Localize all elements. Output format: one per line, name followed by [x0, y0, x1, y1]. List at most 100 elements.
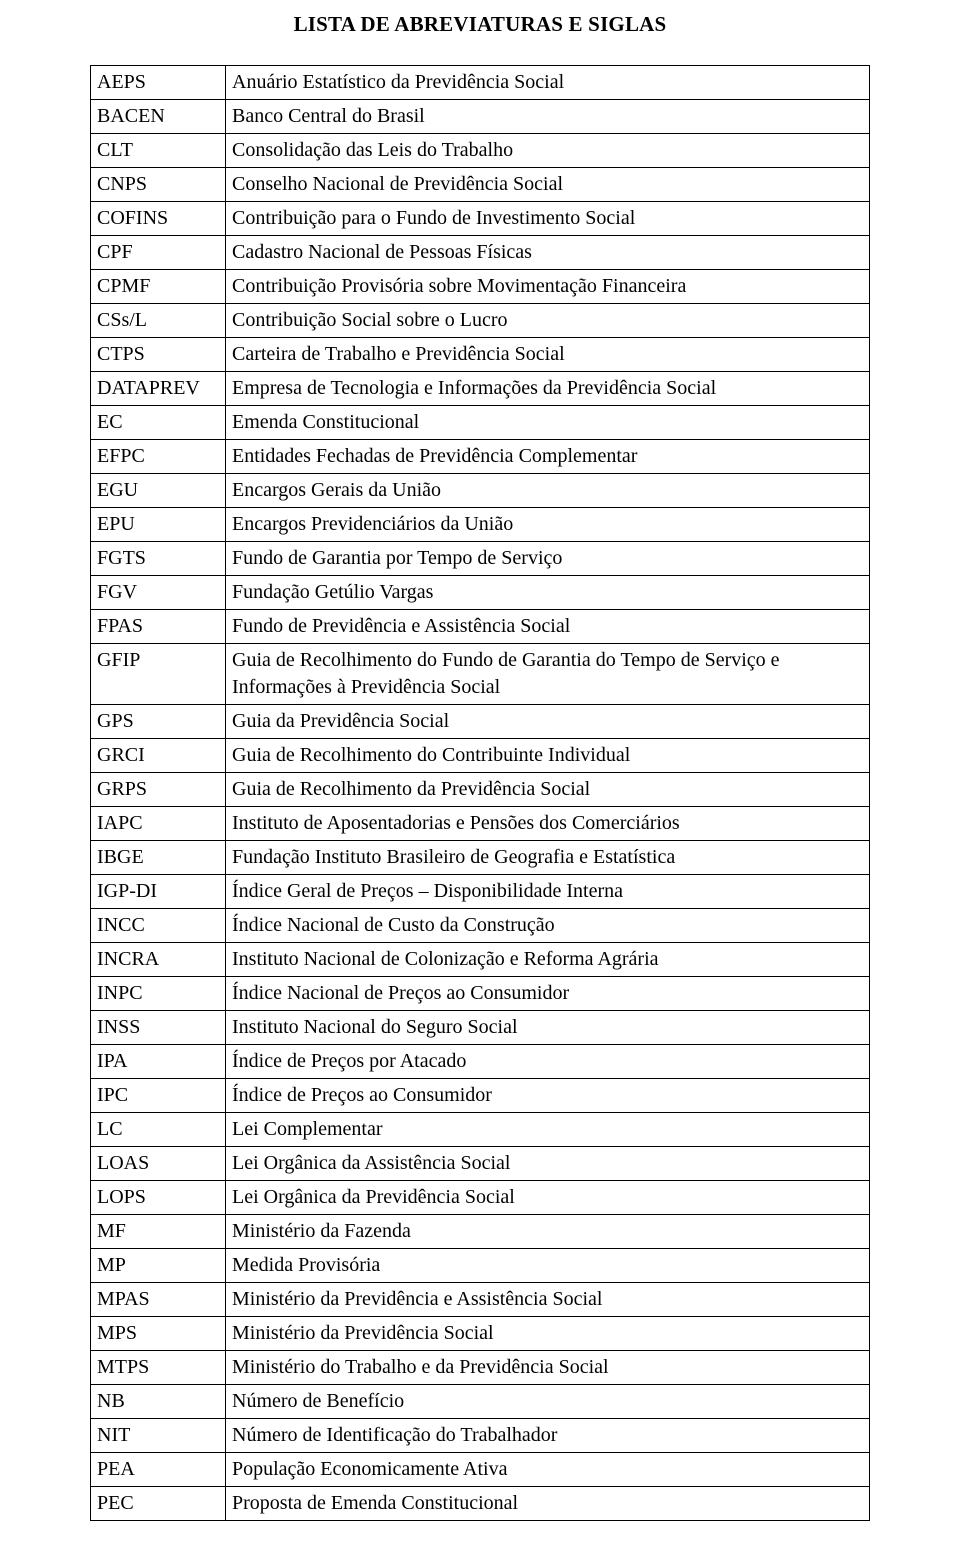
abbr-cell: GRCI	[91, 739, 226, 773]
abbr-cell: CSs/L	[91, 304, 226, 338]
desc-cell: Guia de Recolhimento do Fundo de Garanti…	[226, 644, 870, 705]
desc-cell: Contribuição para o Fundo de Investiment…	[226, 202, 870, 236]
desc-cell: Consolidação das Leis do Trabalho	[226, 134, 870, 168]
abbr-cell: CLT	[91, 134, 226, 168]
desc-cell: Medida Provisória	[226, 1249, 870, 1283]
table-row: CTPSCarteira de Trabalho e Previdência S…	[91, 338, 870, 372]
desc-cell: Instituto de Aposentadorias e Pensões do…	[226, 807, 870, 841]
abbr-cell: EC	[91, 406, 226, 440]
table-row: MPMedida Provisória	[91, 1249, 870, 1283]
table-row: IPAÍndice de Preços por Atacado	[91, 1045, 870, 1079]
abbr-cell: EPU	[91, 508, 226, 542]
desc-cell: Entidades Fechadas de Previdência Comple…	[226, 440, 870, 474]
table-row: MPSMinistério da Previdência Social	[91, 1317, 870, 1351]
table-row: NBNúmero de Benefício	[91, 1385, 870, 1419]
table-row: PEAPopulação Economicamente Ativa	[91, 1453, 870, 1487]
table-row: LCLei Complementar	[91, 1113, 870, 1147]
table-row: DATAPREVEmpresa de Tecnologia e Informaç…	[91, 372, 870, 406]
desc-cell: Instituto Nacional de Colonização e Refo…	[226, 943, 870, 977]
table-row: INCRAInstituto Nacional de Colonização e…	[91, 943, 870, 977]
abbr-cell: NB	[91, 1385, 226, 1419]
table-row: FPASFundo de Previdência e Assistência S…	[91, 610, 870, 644]
desc-cell: Fundação Getúlio Vargas	[226, 576, 870, 610]
table-row: LOPSLei Orgânica da Previdência Social	[91, 1181, 870, 1215]
abbr-cell: IPC	[91, 1079, 226, 1113]
desc-cell: Índice de Preços ao Consumidor	[226, 1079, 870, 1113]
table-row: FGVFundação Getúlio Vargas	[91, 576, 870, 610]
desc-cell: Fundo de Previdência e Assistência Socia…	[226, 610, 870, 644]
desc-cell: Índice Nacional de Custo da Construção	[226, 909, 870, 943]
desc-cell: Ministério da Fazenda	[226, 1215, 870, 1249]
table-row: COFINSContribuição para o Fundo de Inves…	[91, 202, 870, 236]
desc-cell: Número de Benefício	[226, 1385, 870, 1419]
table-row: GRCIGuia de Recolhimento do Contribuinte…	[91, 739, 870, 773]
abbr-cell: CPMF	[91, 270, 226, 304]
desc-cell: Guia da Previdência Social	[226, 705, 870, 739]
desc-cell: Emenda Constitucional	[226, 406, 870, 440]
abbr-cell: BACEN	[91, 100, 226, 134]
desc-cell: Índice Geral de Preços – Disponibilidade…	[226, 875, 870, 909]
abbr-cell: GPS	[91, 705, 226, 739]
desc-cell: Lei Orgânica da Previdência Social	[226, 1181, 870, 1215]
table-row: AEPSAnuário Estatístico da Previdência S…	[91, 66, 870, 100]
abbr-cell: LC	[91, 1113, 226, 1147]
abbr-cell: IAPC	[91, 807, 226, 841]
desc-cell: Contribuição Provisória sobre Movimentaç…	[226, 270, 870, 304]
desc-cell: Ministério do Trabalho e da Previdência …	[226, 1351, 870, 1385]
desc-cell: Cadastro Nacional de Pessoas Físicas	[226, 236, 870, 270]
abbr-cell: IBGE	[91, 841, 226, 875]
table-row: EFPCEntidades Fechadas de Previdência Co…	[91, 440, 870, 474]
table-row: INSSInstituto Nacional do Seguro Social	[91, 1011, 870, 1045]
desc-cell: Lei Orgânica da Assistência Social	[226, 1147, 870, 1181]
abbr-cell: DATAPREV	[91, 372, 226, 406]
abbr-cell: MPAS	[91, 1283, 226, 1317]
table-row: MTPSMinistério do Trabalho e da Previdên…	[91, 1351, 870, 1385]
abbr-cell: MPS	[91, 1317, 226, 1351]
table-row: IAPCInstituto de Aposentadorias e Pensõe…	[91, 807, 870, 841]
desc-cell: Encargos Gerais da União	[226, 474, 870, 508]
desc-cell: Guia de Recolhimento do Contribuinte Ind…	[226, 739, 870, 773]
table-row: CSs/LContribuição Social sobre o Lucro	[91, 304, 870, 338]
table-row: CPFCadastro Nacional de Pessoas Físicas	[91, 236, 870, 270]
page-title: LISTA DE ABREVIATURAS E SIGLAS	[90, 12, 870, 37]
abbr-cell: INSS	[91, 1011, 226, 1045]
table-row: CLTConsolidação das Leis do Trabalho	[91, 134, 870, 168]
desc-cell: Número de Identificação do Trabalhador	[226, 1419, 870, 1453]
abbr-cell: INPC	[91, 977, 226, 1011]
abbr-cell: AEPS	[91, 66, 226, 100]
table-row: PECProposta de Emenda Constitucional	[91, 1487, 870, 1521]
desc-cell: Lei Complementar	[226, 1113, 870, 1147]
abbr-cell: GFIP	[91, 644, 226, 705]
table-row: INPCÍndice Nacional de Preços ao Consumi…	[91, 977, 870, 1011]
table-row: ECEmenda Constitucional	[91, 406, 870, 440]
desc-cell: Guia de Recolhimento da Previdência Soci…	[226, 773, 870, 807]
abbr-cell: FGTS	[91, 542, 226, 576]
table-row: CPMFContribuição Provisória sobre Movime…	[91, 270, 870, 304]
table-row: GFIPGuia de Recolhimento do Fundo de Gar…	[91, 644, 870, 705]
abbr-cell: GRPS	[91, 773, 226, 807]
table-row: GPSGuia da Previdência Social	[91, 705, 870, 739]
table-row: IPCÍndice de Preços ao Consumidor	[91, 1079, 870, 1113]
abbr-cell: LOAS	[91, 1147, 226, 1181]
desc-cell: Fundo de Garantia por Tempo de Serviço	[226, 542, 870, 576]
desc-cell: Encargos Previdenciários da União	[226, 508, 870, 542]
desc-cell: Contribuição Social sobre o Lucro	[226, 304, 870, 338]
desc-cell: Fundação Instituto Brasileiro de Geograf…	[226, 841, 870, 875]
abbreviations-table: AEPSAnuário Estatístico da Previdência S…	[90, 65, 870, 1521]
abbr-cell: NIT	[91, 1419, 226, 1453]
abbr-cell: INCC	[91, 909, 226, 943]
table-row: CNPSConselho Nacional de Previdência Soc…	[91, 168, 870, 202]
desc-cell: Ministério da Previdência e Assistência …	[226, 1283, 870, 1317]
abbr-cell: IGP-DI	[91, 875, 226, 909]
abbr-cell: MF	[91, 1215, 226, 1249]
desc-cell: Proposta de Emenda Constitucional	[226, 1487, 870, 1521]
table-row: NITNúmero de Identificação do Trabalhado…	[91, 1419, 870, 1453]
abbr-cell: FGV	[91, 576, 226, 610]
desc-cell: Índice Nacional de Preços ao Consumidor	[226, 977, 870, 1011]
table-row: IBGEFundação Instituto Brasileiro de Geo…	[91, 841, 870, 875]
table-row: BACENBanco Central do Brasil	[91, 100, 870, 134]
desc-cell: Anuário Estatístico da Previdência Socia…	[226, 66, 870, 100]
table-row: MPASMinistério da Previdência e Assistên…	[91, 1283, 870, 1317]
desc-cell: População Economicamente Ativa	[226, 1453, 870, 1487]
abbr-cell: IPA	[91, 1045, 226, 1079]
